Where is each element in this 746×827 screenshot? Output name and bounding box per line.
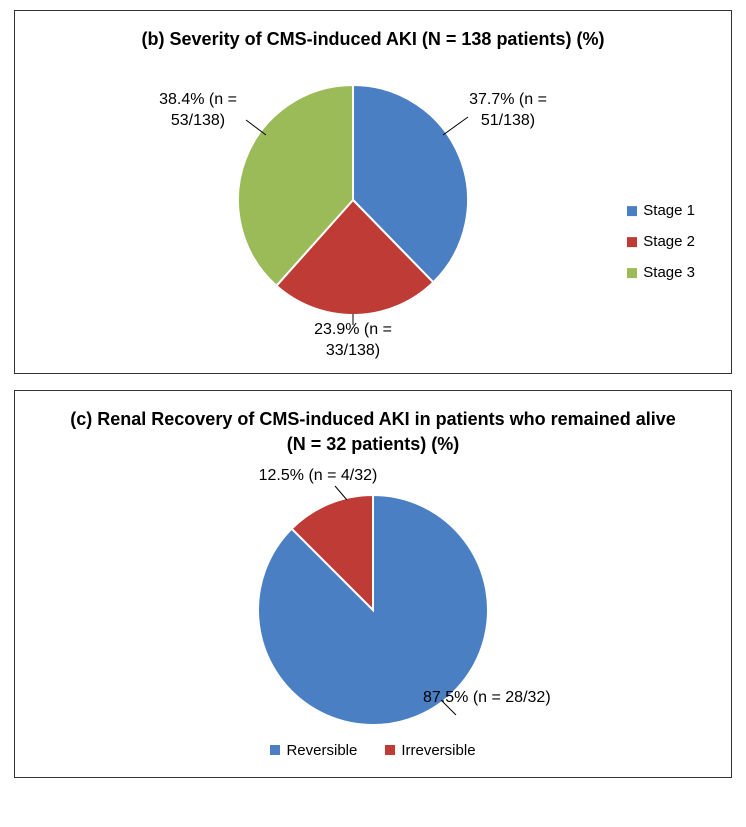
chart-b-label-stage3: 38.4% (n = 53/138)	[128, 90, 268, 132]
legend-item-irreversible: Irreversible	[385, 742, 475, 759]
legend-item-stage3: Stage 3	[627, 264, 695, 281]
chart-c-legend: Reversible Irreversible	[33, 742, 713, 759]
chart-b-body: 38.4% (n = 53/138) 37.7% (n = 51/138) 23…	[33, 65, 713, 355]
chart-c-label-irreversible: 12.5% (n = 4/32)	[228, 466, 408, 487]
legend-item-reversible: Reversible	[270, 742, 357, 759]
chart-c-label-reversible: 87.5% (n = 28/32)	[423, 688, 613, 709]
swatch-stage1	[627, 206, 637, 216]
legend-label-irreversible: Irreversible	[401, 742, 475, 759]
chart-c-panel: (c) Renal Recovery of CMS-induced AKI in…	[14, 390, 732, 778]
chart-b-title: (b) Severity of CMS-induced AKI (N = 138…	[67, 27, 679, 51]
chart-c-label-irrev-text: 12.5% (n = 4/32)	[259, 467, 378, 484]
chart-b-label-stage2-l1: 23.9% (n =	[314, 321, 392, 338]
chart-c-label-rev-text: 87.5% (n = 28/32)	[423, 689, 551, 706]
chart-c-pie-wrap: 12.5% (n = 4/32) 87.5% (n = 28/32)	[158, 470, 588, 730]
legend-item-stage2: Stage 2	[627, 233, 695, 250]
legend-label-reversible: Reversible	[286, 742, 357, 759]
chart-b-label-stage1-l2: 51/138)	[481, 112, 535, 129]
legend-item-stage1: Stage 1	[627, 202, 695, 219]
leader-line	[335, 486, 347, 500]
swatch-reversible	[270, 745, 280, 755]
chart-b-label-stage1: 37.7% (n = 51/138)	[438, 90, 578, 132]
chart-b-legend: Stage 1 Stage 2 Stage 3	[627, 202, 695, 281]
chart-b-panel: (b) Severity of CMS-induced AKI (N = 138…	[14, 10, 732, 374]
chart-b-label-stage3-l1: 38.4% (n =	[159, 91, 237, 108]
chart-b-label-stage1-l1: 37.7% (n =	[469, 91, 547, 108]
legend-label-stage1: Stage 1	[643, 202, 695, 219]
swatch-stage3	[627, 268, 637, 278]
chart-c-body: 12.5% (n = 4/32) 87.5% (n = 28/32) Rever…	[33, 470, 713, 759]
legend-label-stage3: Stage 3	[643, 264, 695, 281]
chart-b-label-stage2: 23.9% (n = 33/138)	[268, 320, 438, 362]
chart-c-title: (c) Renal Recovery of CMS-induced AKI in…	[67, 407, 679, 456]
swatch-stage2	[627, 237, 637, 247]
chart-b-label-stage3-l2: 53/138)	[171, 112, 225, 129]
chart-b-label-stage2-l2: 33/138)	[326, 342, 380, 359]
legend-label-stage2: Stage 2	[643, 233, 695, 250]
chart-b-pie-wrap: 38.4% (n = 53/138) 37.7% (n = 51/138) 23…	[138, 65, 568, 325]
swatch-irreversible	[385, 745, 395, 755]
